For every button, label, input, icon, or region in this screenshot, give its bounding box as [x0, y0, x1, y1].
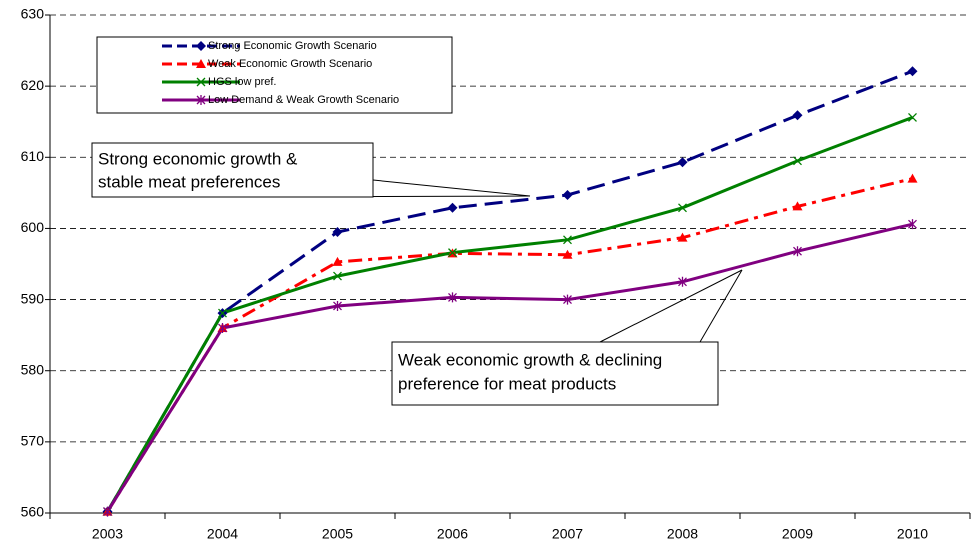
marker — [908, 112, 917, 122]
marker — [677, 232, 688, 242]
y-tick-label: 590 — [21, 290, 45, 306]
marker — [447, 202, 458, 213]
legend-box — [96, 36, 453, 114]
x-tick-label: 2006 — [437, 526, 468, 542]
marker — [792, 201, 803, 211]
y-tick-label: 570 — [21, 433, 45, 449]
marker — [196, 95, 206, 105]
y-tick-label: 560 — [21, 504, 45, 520]
y-tick-label: 610 — [21, 148, 45, 164]
marker — [332, 256, 343, 266]
legend-label: Low Demand & Weak Growth Scenario — [208, 94, 399, 106]
y-tick-label: 600 — [21, 219, 45, 235]
marker — [907, 173, 918, 183]
marker — [333, 300, 342, 311]
marker — [793, 246, 802, 257]
annotation-text: Strong economic growth & — [98, 149, 298, 168]
marker — [678, 276, 687, 287]
series-line — [106, 116, 914, 513]
marker — [196, 77, 206, 87]
annotation: Strong economic growth & stable meat pre… — [91, 142, 743, 406]
x-tick-label: 2009 — [782, 526, 813, 542]
x-tick-label: 2004 — [207, 526, 238, 542]
marker — [563, 294, 572, 305]
annotation-text: Weak economic growth & declining — [398, 350, 662, 369]
marker — [448, 292, 457, 303]
annotation-box — [391, 341, 719, 406]
annotation-text: stable meat preferences — [98, 172, 280, 191]
marker — [332, 226, 343, 237]
annotation-box — [91, 142, 374, 198]
y-tick-label: 630 — [21, 6, 45, 22]
legend-label: Strong Economic Growth Scenario — [208, 40, 377, 52]
y-tick-label: 580 — [21, 361, 45, 377]
marker — [333, 271, 342, 281]
callout-line — [699, 269, 743, 343]
marker — [908, 219, 917, 230]
y-tick-label: 620 — [21, 77, 45, 93]
marker — [678, 203, 687, 213]
marker — [562, 249, 573, 259]
x-tick-label: 2005 — [322, 526, 353, 542]
series-line — [106, 177, 913, 513]
marker — [196, 59, 206, 68]
marker — [907, 66, 918, 77]
x-tick-label: 2008 — [667, 526, 698, 542]
series-line — [106, 222, 913, 513]
annotation-text: preference for meat products — [398, 374, 616, 393]
marker — [792, 110, 803, 121]
plot — [102, 66, 918, 517]
marker — [562, 189, 573, 200]
callout-line — [599, 269, 743, 343]
marker — [563, 235, 572, 245]
marker — [196, 41, 206, 51]
marker — [218, 308, 227, 318]
series-line — [106, 69, 914, 513]
legend-label: HGS low pref. — [208, 76, 276, 88]
marker — [677, 157, 688, 168]
marker — [448, 248, 457, 258]
x-tick-label: 2007 — [552, 526, 583, 542]
legend-label: Weak Economic Growth Scenario — [208, 58, 372, 70]
x-tick-label: 2003 — [92, 526, 123, 542]
marker — [793, 156, 802, 166]
marker — [103, 506, 112, 517]
legend: Strong Economic Growth Scenario Weak Econ… — [96, 36, 453, 114]
marker — [218, 323, 227, 334]
callout-line — [372, 179, 531, 197]
x-tick-label: 2010 — [897, 526, 928, 542]
